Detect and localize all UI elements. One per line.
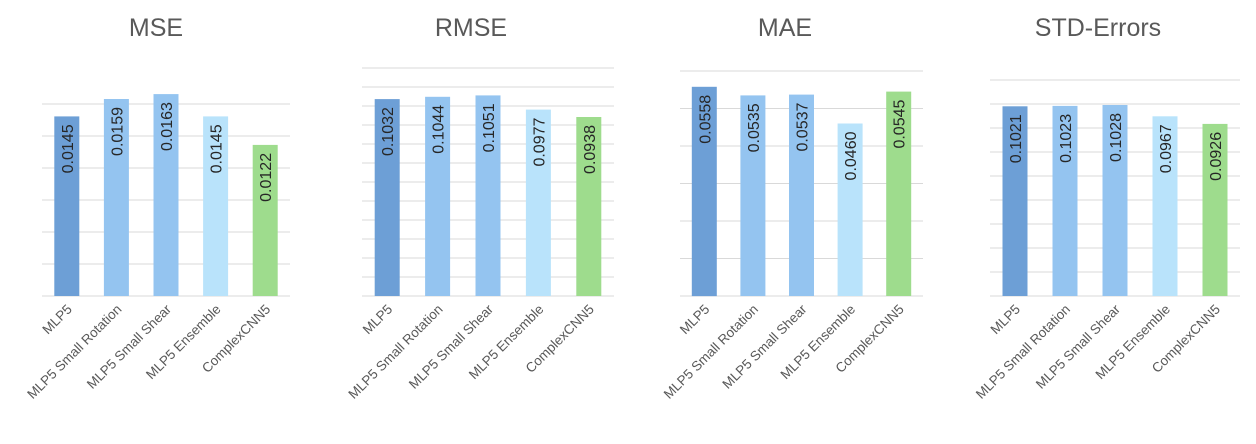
value-label: 0.0145 [209,124,226,173]
value-label: 0.1028 [1108,113,1125,162]
category-label: MLP5 Small Rotation [24,302,124,402]
category-label: MLP5 Small Rotation [973,302,1073,402]
category-label: MLP5 Small Shear [406,301,497,392]
rmse-chart: RMSE 0.1032 MLP5 0.1044 MLP5 Small Rotation… [312,0,630,444]
value-label: 0.0122 [258,153,275,202]
bar [740,95,766,297]
category-label: MLP5 [360,302,396,338]
value-label: 0.0159 [109,107,126,156]
std-errors-plot: 0.1021 MLP5 0.1023 MLP5 Small Rotation 0.102… [973,79,1240,402]
bar [153,94,179,296]
category-label: MLP5 Small Rotation [345,302,445,402]
bar [1102,105,1128,296]
category-label: MLP5 Small Shear [84,301,175,392]
category-label: MLP5 [988,302,1024,338]
bar [425,96,451,296]
value-label: 0.1051 [481,103,498,152]
bar [1152,116,1178,296]
bar [1002,106,1028,296]
bar [576,117,602,296]
bar [252,144,278,296]
bar [789,94,814,296]
chart-title: STD-Errors [1034,14,1162,42]
value-label: 0.0145 [60,124,77,173]
value-label: 0.0163 [159,102,176,151]
mae-plot: 0.0558 MLP5 0.0535 MLP5 Small Rotation 0.053… [661,70,923,402]
value-label: 0.0535 [746,103,763,152]
bar [54,116,80,297]
bar [1202,123,1228,297]
value-label: 0.0537 [795,102,812,151]
value-label: 0.1044 [431,105,448,154]
bar [203,116,229,297]
bar [886,91,912,296]
category-label: MLP5 [39,302,75,338]
value-label: 0.0977 [531,117,548,166]
category-label: MLP5 Small Rotation [661,302,761,402]
value-label: 0.1021 [1008,114,1025,163]
value-label: 0.1032 [380,107,397,156]
mae-chart: MAE 0.0558 MLP5 0.0535 MLP5 Small Rotation 0… [630,0,940,444]
bar [837,123,863,296]
bar [691,86,717,297]
value-label: 0.0926 [1208,132,1225,181]
std-errors-chart: STD-Errors 0.1021 MLP5 0.1023 MLP5 Small Ro… [940,0,1256,444]
category-label: MLP5 Small Shear [719,301,810,392]
value-label: 0.1023 [1058,114,1075,163]
bar [475,95,501,297]
category-label: MLP5 [677,302,713,338]
bar [374,99,400,296]
bar [103,99,129,296]
value-label: 0.0460 [843,131,860,180]
chart-title: RMSE [434,14,508,42]
value-label: 0.0967 [1158,124,1175,173]
value-label: 0.0558 [697,95,714,144]
value-label: 0.0545 [892,99,909,148]
chart-title: MAE [757,14,813,42]
chart-title: MSE [128,14,184,42]
mse-chart: MSE 0.0145 MLP5 0.0159 MLP5 Small Rotation 0… [0,0,312,444]
mse-plot: 0.0145 MLP5 0.0159 MLP5 Small Rotation 0.016… [24,94,290,402]
category-label: MLP5 Small Shear [1033,301,1124,392]
bar [525,109,551,296]
rmse-plot: 0.1032 MLP5 0.1044 MLP5 Small Rotation 0.105… [345,67,614,402]
value-label: 0.0938 [582,125,599,174]
bar [1052,105,1078,297]
